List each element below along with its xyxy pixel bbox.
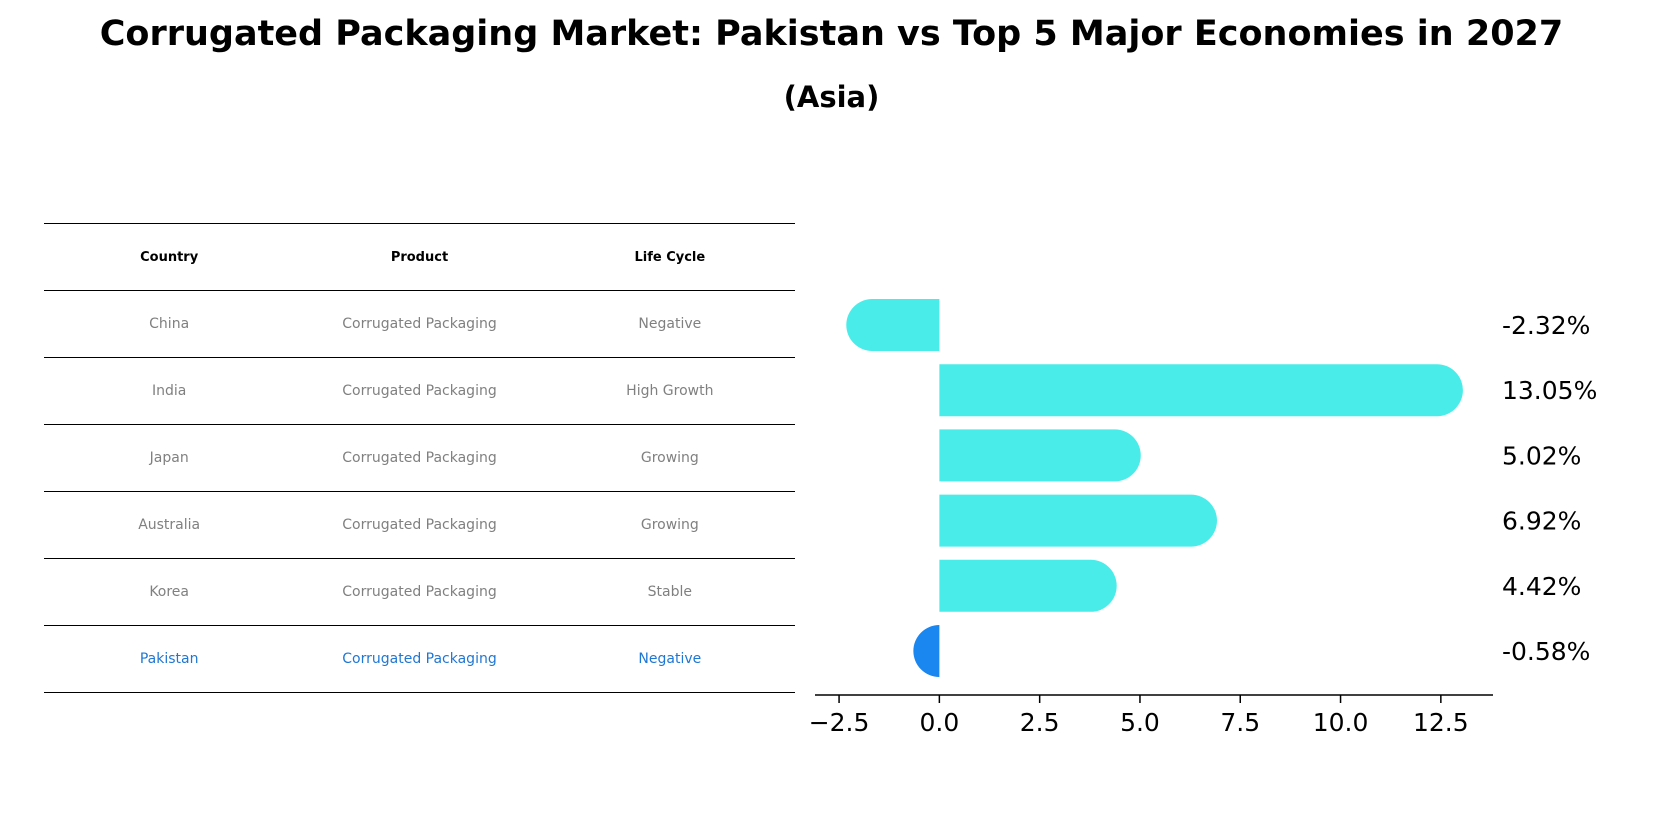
value-label-pakistan: -0.58% xyxy=(1502,637,1590,666)
cell-country: India xyxy=(44,357,295,425)
cell-life-cycle: Negative xyxy=(544,290,795,358)
value-label-korea: 4.42% xyxy=(1502,572,1581,601)
table-row: India Corrugated Packaging High Growth xyxy=(44,357,795,425)
cell-product: Corrugated Packaging xyxy=(294,424,545,492)
bar-korea xyxy=(939,559,1117,612)
x-tick-label: 12.5 xyxy=(1413,708,1469,737)
table-header-row: Country Product Life Cycle xyxy=(44,223,795,291)
cell-product: Corrugated Packaging xyxy=(294,357,545,425)
country-table: Country Product Life Cycle China Corruga… xyxy=(44,223,795,693)
x-tick-label: −2.5 xyxy=(809,708,870,737)
bar-china xyxy=(846,299,940,351)
header-country: Country xyxy=(44,223,295,291)
cell-product: Corrugated Packaging xyxy=(294,491,545,559)
value-label-china: -2.32% xyxy=(1502,311,1590,340)
cell-country: Australia xyxy=(44,491,295,559)
x-tick-label: 5.0 xyxy=(1120,708,1160,737)
x-tick-label: 2.5 xyxy=(1020,708,1060,737)
value-label-japan: 5.02% xyxy=(1502,441,1581,470)
chart-title: Corrugated Packaging Market: Pakistan vs… xyxy=(99,14,1564,54)
value-label-australia: 6.92% xyxy=(1502,507,1581,536)
bar-australia xyxy=(939,494,1217,547)
header-product: Product xyxy=(294,223,545,291)
table-row: Japan Corrugated Packaging Growing xyxy=(44,424,795,492)
table-row: Korea Corrugated Packaging Stable xyxy=(44,558,795,626)
table-row: China Corrugated Packaging Negative xyxy=(44,290,795,358)
bar-japan xyxy=(939,429,1141,482)
cell-product: Corrugated Packaging xyxy=(294,558,545,626)
cell-life-cycle: Negative xyxy=(544,625,795,693)
cell-life-cycle: Stable xyxy=(544,558,795,626)
cell-life-cycle: High Growth xyxy=(544,357,795,425)
x-tick-label: 0.0 xyxy=(919,708,959,737)
cell-country: Korea xyxy=(44,558,295,626)
cell-country: Pakistan xyxy=(44,625,295,693)
table-row: Australia Corrugated Packaging Growing xyxy=(44,491,795,559)
cell-life-cycle: Growing xyxy=(544,491,795,559)
cell-product: Corrugated Packaging xyxy=(294,290,545,358)
bar-india xyxy=(939,364,1463,417)
cell-product: Corrugated Packaging xyxy=(294,625,545,693)
cell-country: China xyxy=(44,290,295,358)
bar-pakistan xyxy=(913,625,940,677)
table-row-highlight: Pakistan Corrugated Packaging Negative xyxy=(44,625,795,693)
cell-country: Japan xyxy=(44,424,295,492)
header-life-cycle: Life Cycle xyxy=(544,223,795,291)
cell-life-cycle: Growing xyxy=(544,424,795,492)
value-label-india: 13.05% xyxy=(1502,376,1597,405)
x-tick-label: 7.5 xyxy=(1220,708,1260,737)
x-tick-label: 10.0 xyxy=(1313,708,1369,737)
chart-subtitle: (Asia) xyxy=(783,80,880,114)
